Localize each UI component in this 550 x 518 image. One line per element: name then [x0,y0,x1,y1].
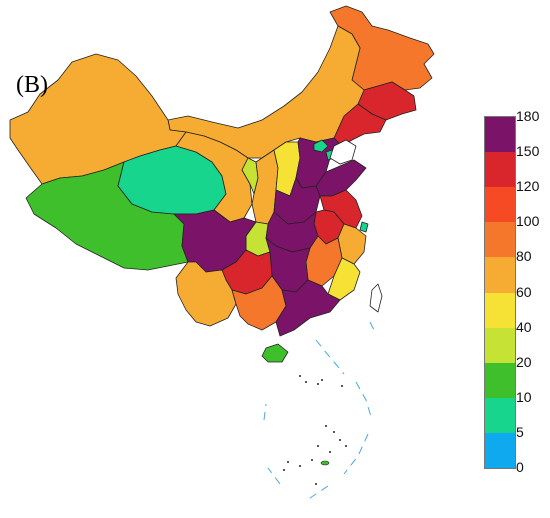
legend-segment [485,397,515,434]
legend-tick-label: 100 [516,213,540,230]
bohai-sea [329,139,357,165]
dash-line-segment [263,403,267,421]
dash-line-segment [355,381,373,421]
island-dot [287,461,289,463]
island-dot [299,375,301,377]
island-dot [321,379,323,381]
legend-tick-label: 80 [516,248,532,265]
legend-tick-label: 10 [516,388,532,405]
dash-line-segment [369,321,377,335]
island-dot [317,383,319,385]
island-dot [345,445,347,447]
legend-tick-label: 5 [516,423,524,440]
dash-line-segment [315,339,345,375]
legend-segment [485,292,515,329]
legend-tick-label: 120 [516,178,540,195]
legend-tick-label: 180 [516,108,540,124]
nine-dash-line [263,321,377,499]
color-legend [484,116,516,469]
region-guangdong [275,279,341,337]
legend-segment [485,117,515,153]
island-dot [317,445,319,447]
panel-label: (B) [16,72,48,98]
island-dot [333,431,335,433]
legend-segment [485,432,515,469]
island-dot [299,465,301,467]
legend-segment [485,152,515,188]
region-shanghai [359,221,369,233]
legend-tick-label: 0 [516,459,524,475]
island-dot [341,385,343,387]
island-dot [283,469,285,471]
island-dot [315,483,317,485]
legend-segment [485,327,515,364]
island-dot [329,451,331,453]
dash-line-segment [267,467,281,485]
legend-tick-label: 150 [516,143,540,160]
region-yunnan [175,261,237,327]
region-hainan [261,343,289,363]
region-beijing [313,139,329,153]
south-china-sea-islands [283,375,347,485]
island-dot [311,459,313,461]
taiwan-outline [369,283,383,313]
legend-segment [485,362,515,399]
dash-line-segment [309,485,329,499]
island-dot [339,439,341,441]
island-small [320,460,330,466]
legend-segment [485,187,515,223]
legend-tick-label: 20 [516,353,532,370]
island-dot [305,381,307,383]
legend-tick-label: 60 [516,283,532,300]
legend-tick-label: 40 [516,318,532,335]
legend-segment [485,257,515,293]
island-dot [325,425,327,427]
legend-segment [485,222,515,258]
dash-line-segment [343,433,369,475]
